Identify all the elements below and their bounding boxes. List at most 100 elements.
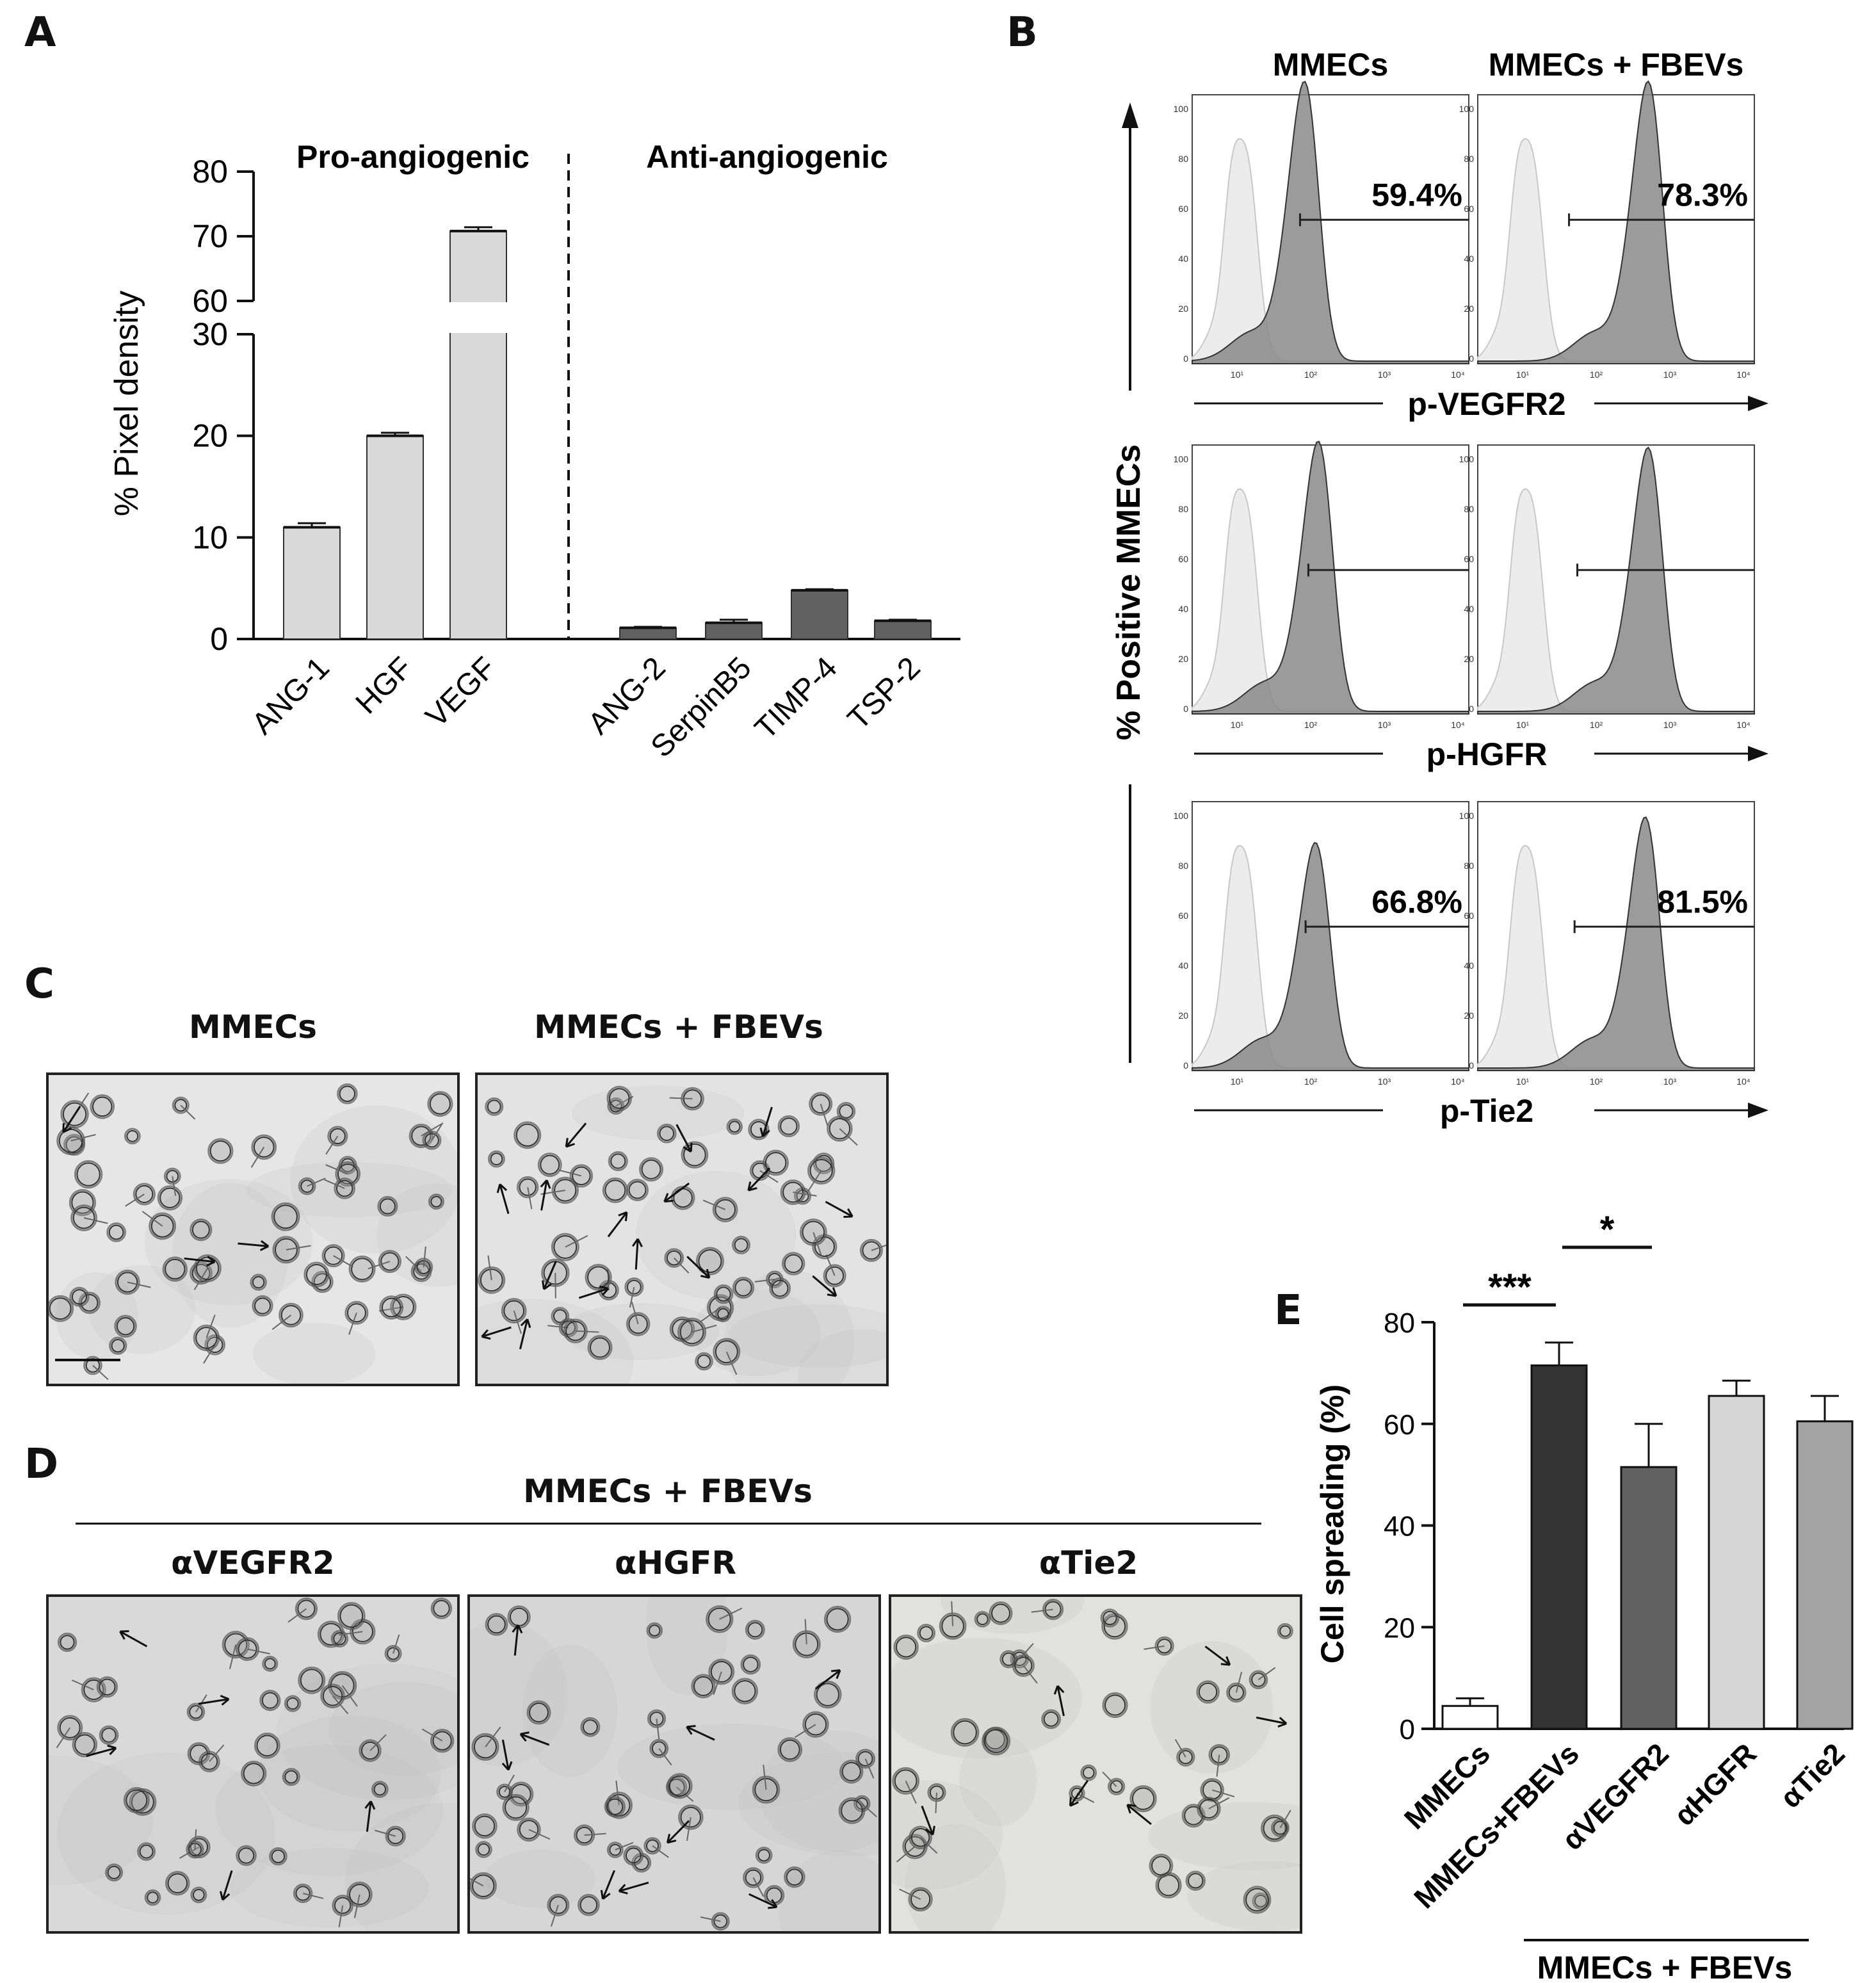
cell: [659, 1126, 675, 1141]
cell: [589, 1337, 611, 1358]
cell-outline: [578, 1893, 600, 1916]
arrow-head: [565, 1137, 575, 1148]
cell-outline: [755, 1847, 773, 1864]
cell-process: [250, 1146, 265, 1168]
cell: [645, 1839, 659, 1852]
cell-process: [1257, 1667, 1276, 1681]
cell-outline: [251, 1134, 277, 1160]
micrograph-d-ahgfr: [467, 1594, 881, 1934]
cell-outline: [69, 1189, 97, 1217]
cell-process: [353, 1894, 360, 1918]
histogram-y-tick: 80: [1464, 861, 1474, 871]
cell-process: [686, 1817, 691, 1841]
cell-outline: [298, 1666, 326, 1694]
background-blotch: [58, 1752, 275, 1914]
histogram-y-tick: 60: [1464, 554, 1474, 564]
histogram-x-tick: 10¹: [1516, 720, 1530, 730]
arrow-annotation: [686, 1726, 715, 1741]
cell-outline: [133, 1183, 156, 1206]
cell-outline: [74, 1160, 103, 1189]
cell-outline: [487, 1150, 505, 1168]
cell-outline: [792, 1630, 821, 1658]
arrow-annotation: [814, 1669, 841, 1690]
cell-outline: [501, 1298, 527, 1323]
arrow-head: [843, 1208, 853, 1218]
histogram-y-tick: 40: [1464, 254, 1474, 264]
histogram-y-tick: 40: [1178, 604, 1188, 614]
panel-b-svg: MMECs MMECs + FBEVs % Positive MMECs 0 20 40 6…: [1110, 47, 1768, 1129]
gate-percentage: 78.3%: [1657, 177, 1748, 213]
cell-outline: [359, 1739, 382, 1762]
cell: [734, 1279, 752, 1297]
positive-histogram: [1192, 842, 1469, 1071]
arrow-annotation: [184, 1257, 215, 1263]
cell-process: [919, 1837, 938, 1854]
cell-outline: [377, 1195, 398, 1217]
cell: [841, 1799, 863, 1822]
cell: [895, 1637, 917, 1658]
cell-outline: [569, 1164, 594, 1188]
arrow-annotation: [1256, 1716, 1287, 1725]
cell-outline: [83, 1356, 102, 1375]
cell: [117, 1272, 138, 1293]
arrow-annotation: [543, 1260, 557, 1290]
cell-outline: [379, 1295, 404, 1320]
cell-outline: [485, 1097, 504, 1116]
cell-outline: [162, 1256, 188, 1282]
cell-outline: [748, 1119, 770, 1140]
histogram-x-tick: 10⁴: [1736, 369, 1751, 380]
cell-process: [142, 1211, 163, 1227]
arrow-annotation: [222, 1870, 233, 1900]
cell-outline: [1041, 1709, 1062, 1729]
cell: [71, 1289, 88, 1305]
histogram-y-tick: 0: [1469, 704, 1474, 714]
cell-outline: [1102, 1692, 1128, 1719]
cell-outline: [743, 1867, 764, 1888]
cell-process: [1216, 1754, 1220, 1777]
cell-process: [615, 1780, 620, 1806]
arrow-head: [1277, 1717, 1288, 1728]
cell-outline: [475, 1841, 492, 1858]
arrow-head: [827, 1287, 837, 1297]
cell-process: [528, 1829, 551, 1840]
bar-ang-2: [619, 627, 677, 640]
cell-outline: [190, 1261, 213, 1285]
cell: [126, 1129, 139, 1142]
cell: [1245, 1888, 1269, 1912]
histogram-y-tick: 100: [1174, 104, 1189, 114]
cell: [802, 1220, 825, 1244]
cell: [286, 1697, 299, 1710]
histogram-y-tick: 80: [1464, 154, 1474, 164]
cell-outline: [330, 1630, 349, 1648]
histogram-x-tick: 10¹: [1231, 1076, 1244, 1087]
cell-process: [527, 1186, 533, 1210]
cell-outline: [311, 1270, 334, 1293]
marker-arrow-head: [1748, 746, 1768, 761]
cell: [553, 1309, 567, 1323]
cell-outline: [471, 1733, 499, 1761]
cell-outline: [190, 1218, 213, 1242]
cell-outline: [1208, 1744, 1231, 1766]
cell: [766, 1887, 782, 1904]
y-tick-label-e: 20: [1384, 1612, 1415, 1644]
histogram-x-tick: 10⁴: [1451, 369, 1465, 380]
cell: [477, 1843, 490, 1856]
bar-e-4: [1796, 1420, 1854, 1730]
cell: [509, 1607, 529, 1627]
cell-outline: [1271, 1818, 1290, 1838]
cell: [490, 1153, 503, 1166]
arrow-annotation: [635, 1238, 639, 1270]
cell-process: [56, 1727, 71, 1749]
cell: [424, 1133, 439, 1148]
cell: [804, 1713, 827, 1736]
cell-process: [368, 1261, 391, 1270]
arrow-head: [925, 1825, 935, 1836]
cell: [107, 1865, 121, 1879]
cell-outline: [165, 1870, 190, 1896]
histogram-y-tick: 100: [1459, 454, 1475, 464]
marker-label: p-Tie2: [1440, 1093, 1533, 1129]
cell: [582, 1719, 598, 1735]
cell-outline: [1277, 1623, 1293, 1640]
cell: [716, 1286, 731, 1302]
x-tick-label-e-1: MMECs+FBEVs: [1407, 1736, 1585, 1914]
